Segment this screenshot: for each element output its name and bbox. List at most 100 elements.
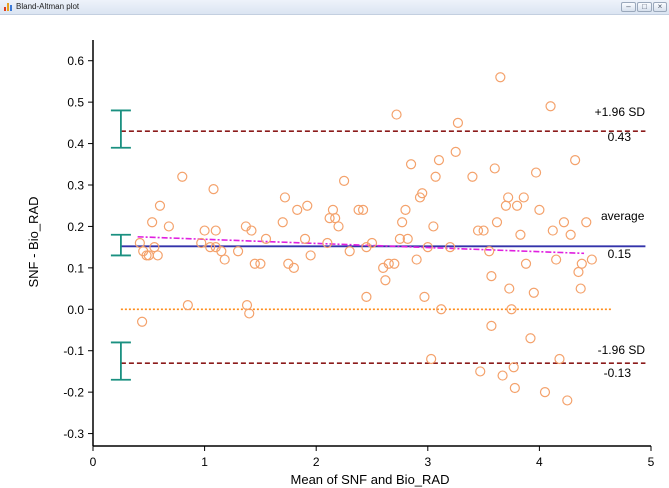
data-point [305,250,316,261]
data-point [528,287,539,298]
data-point [249,258,260,269]
data-point [547,225,558,236]
data-point [506,304,517,315]
data-point [292,204,303,215]
data-point [530,167,542,178]
minimize-button[interactable]: – [621,2,636,12]
data-point [422,242,433,253]
x-tick-label: 2 [313,455,320,469]
upper-sd-label: +1.96 SD [595,105,646,119]
data-point [394,233,405,244]
data-point [232,246,244,257]
window-titlebar[interactable]: Bland-Altman plot – □ × [0,0,669,15]
trend-line [137,235,585,255]
data-point [428,221,439,232]
data-point [163,221,174,232]
data-point [484,246,495,257]
data-point [411,254,422,265]
data-point [475,366,486,377]
data-point [570,155,581,166]
data-point [500,200,512,211]
maximize-button[interactable]: □ [637,2,652,12]
x-tick-label: 3 [424,455,431,469]
data-point [520,258,532,269]
data-point [241,300,253,311]
data-point [486,320,497,331]
data-point [402,233,413,244]
upper-sd-value: 0.43 [608,130,632,144]
data-point [357,204,369,215]
data-point [565,229,576,240]
data-point [581,217,592,228]
x-tick-label: 4 [536,455,543,469]
data-point [154,200,166,211]
data-point [450,146,461,157]
data-point [551,254,562,265]
data-point [554,353,565,365]
data-point [467,171,478,182]
data-point [244,308,255,319]
data-point [445,242,456,253]
data-point [489,163,500,174]
data-point [525,333,536,344]
data-point [562,395,573,406]
data-point [508,362,519,373]
mean-line-label: average [601,209,645,223]
data-point [299,233,311,244]
data-point [436,304,447,315]
y-tick-label: 0.1 [67,261,84,275]
data-point [511,200,523,211]
mean-value: 0.15 [608,247,632,261]
data-point [277,217,288,228]
data-point [383,258,394,269]
data-point [534,204,545,215]
y-tick-label: -0.3 [63,427,84,441]
bland-altman-plot: -0.3-0.2-0.10.00.10.20.30.40.50.60 1 2 3 4 5 … [26,40,655,487]
data-point [279,192,291,203]
data-point [504,283,515,294]
data-point [208,184,219,195]
data-point [288,262,299,273]
data-point [472,225,484,236]
data-point [576,258,587,269]
data-point [391,109,402,120]
minimize-icon: – [626,2,631,11]
x-tick-label: 0 [90,455,97,469]
lower-sd-label: -1.96 SD [598,343,646,357]
y-tick-label: 0.5 [67,96,84,110]
y-tick-label: 0.0 [67,303,84,317]
data-point [400,204,411,215]
y-tick-label: 0.6 [67,54,84,68]
data-point [380,275,391,286]
data-point [330,213,341,224]
data-point [426,353,437,365]
data-point [177,171,188,182]
y-tick-label: -0.2 [63,386,84,400]
data-point [575,283,586,294]
data-point [430,171,441,182]
data-point [419,291,430,302]
data-point [199,225,210,236]
data-point [152,250,163,261]
data-point [573,266,584,278]
data-point [452,117,464,128]
close-button[interactable]: × [653,2,667,12]
data-point [486,271,497,282]
y-tick-label: 0.4 [67,137,84,151]
data-point [196,237,207,249]
data-point [260,233,272,244]
data-point [405,159,417,170]
data-point [255,258,266,269]
y-tick-label: -0.1 [63,344,84,358]
close-icon: × [657,2,663,11]
data-point [503,192,514,203]
data-point [497,370,508,381]
lower-sd-value: -0.13 [604,366,632,380]
data-point [389,258,400,269]
data-point [210,225,221,236]
data-point [182,300,193,311]
chart-app-icon [4,3,13,11]
data-point [586,254,597,265]
data-point [478,225,489,236]
data-point [397,217,408,228]
